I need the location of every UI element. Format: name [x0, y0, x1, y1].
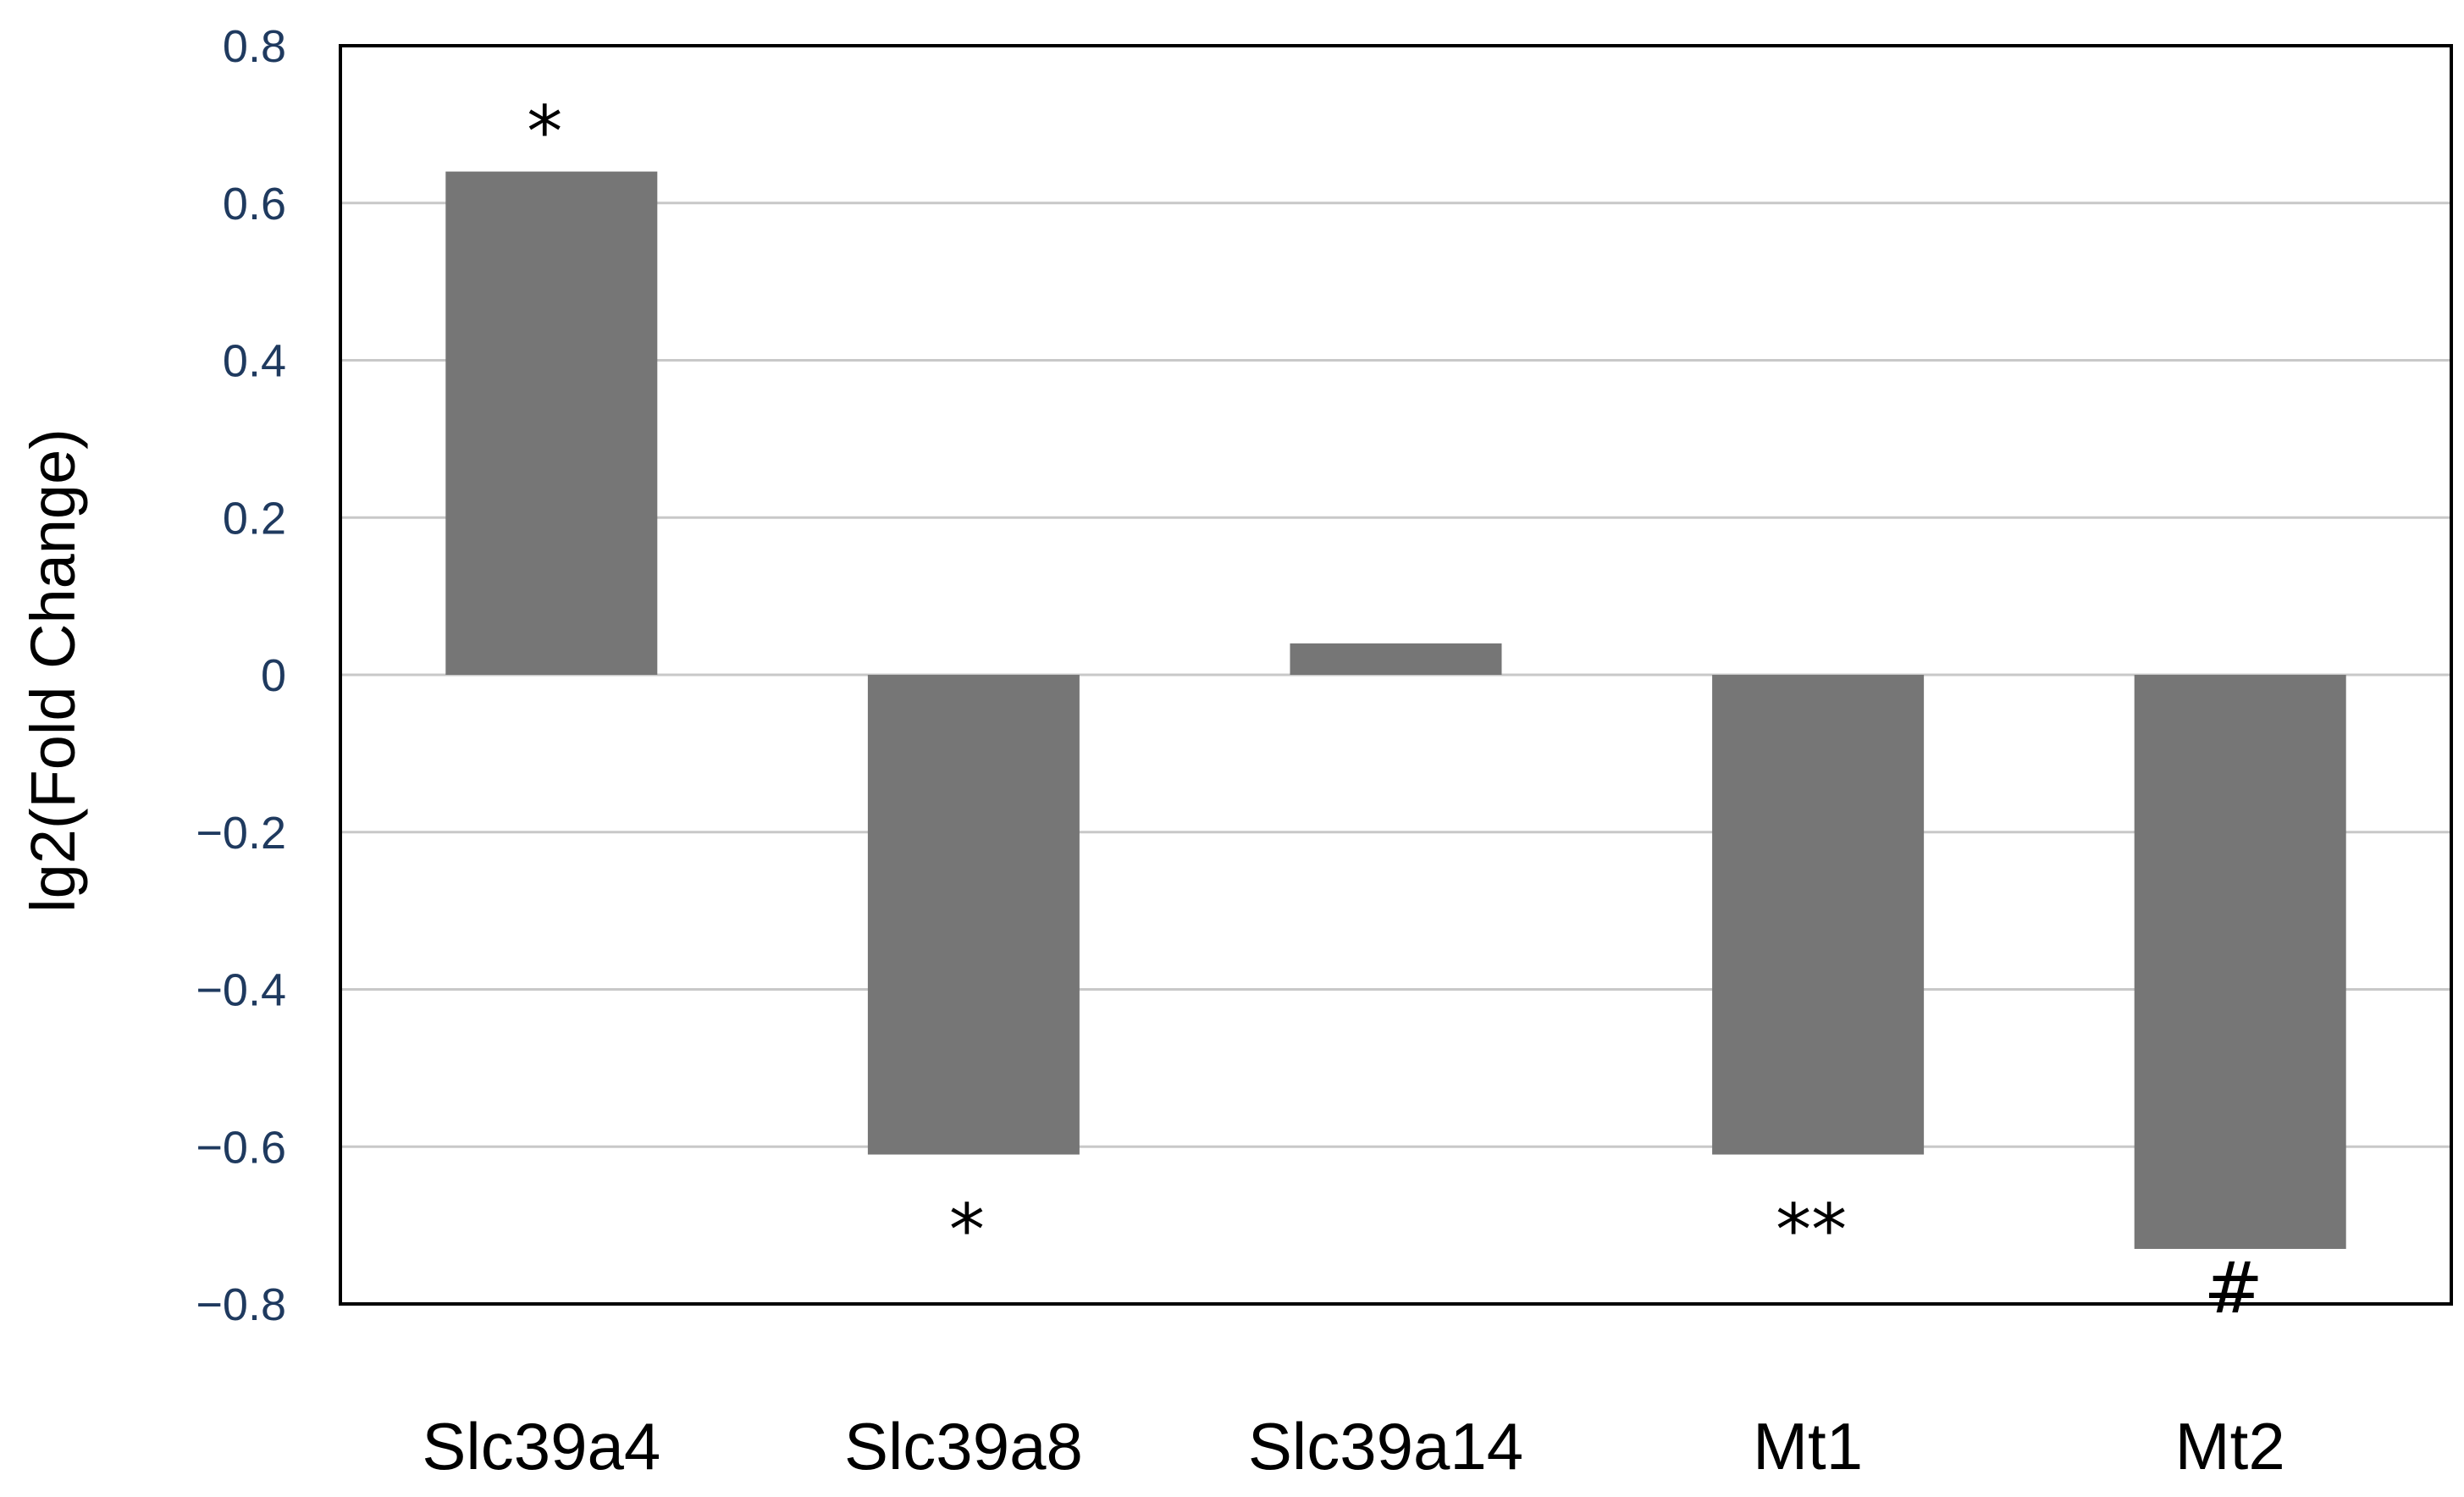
bar-slc39a8	[867, 675, 1080, 1155]
y-tick-label: −0.8	[196, 1279, 286, 1330]
bar-mt2	[2134, 675, 2346, 1249]
x-tick-label: Slc39a4	[422, 1409, 660, 1483]
x-tick-label: Slc39a14	[1248, 1409, 1523, 1483]
y-axis-label: lg2(Fold Change)	[18, 428, 88, 913]
gridlines	[340, 202, 2451, 1148]
y-tick-label: 0.2	[223, 493, 286, 544]
y-tick-label: 0.6	[223, 179, 286, 229]
y-tick-label: 0.4	[223, 336, 286, 387]
x-tick-label: Mt2	[2175, 1409, 2285, 1483]
x-tick-label: Mt1	[1753, 1409, 1863, 1483]
x-tick-labels: Slc39a4 Slc39a8 Slc39a14 Mt1 Mt2	[422, 1409, 2284, 1483]
bar-slc39a4	[445, 171, 658, 676]
y-tick-label: −0.6	[196, 1122, 286, 1173]
significance-marker: #	[2204, 1246, 2263, 1329]
plot-frame	[339, 44, 2453, 1306]
significance-marker: *	[949, 1189, 985, 1272]
y-tick-labels: 0.8 0.6 0.4 0.2 0 −0.2 −0.4 −0.6 −0.8	[196, 21, 286, 1330]
bars	[445, 171, 2346, 1249]
y-tick-label: 0.8	[223, 21, 286, 72]
bar-slc39a14	[1290, 643, 1502, 675]
y-tick-label: 0	[261, 650, 286, 701]
significance-annotations: ** **#	[527, 91, 2263, 1329]
x-tick-label: Slc39a8	[844, 1409, 1083, 1483]
significance-marker: **	[1776, 1189, 1847, 1272]
significance-marker: *	[527, 91, 562, 174]
bar-mt1	[1712, 675, 1925, 1155]
y-tick-label: −0.2	[196, 808, 286, 859]
y-tick-label: −0.4	[196, 965, 286, 1016]
